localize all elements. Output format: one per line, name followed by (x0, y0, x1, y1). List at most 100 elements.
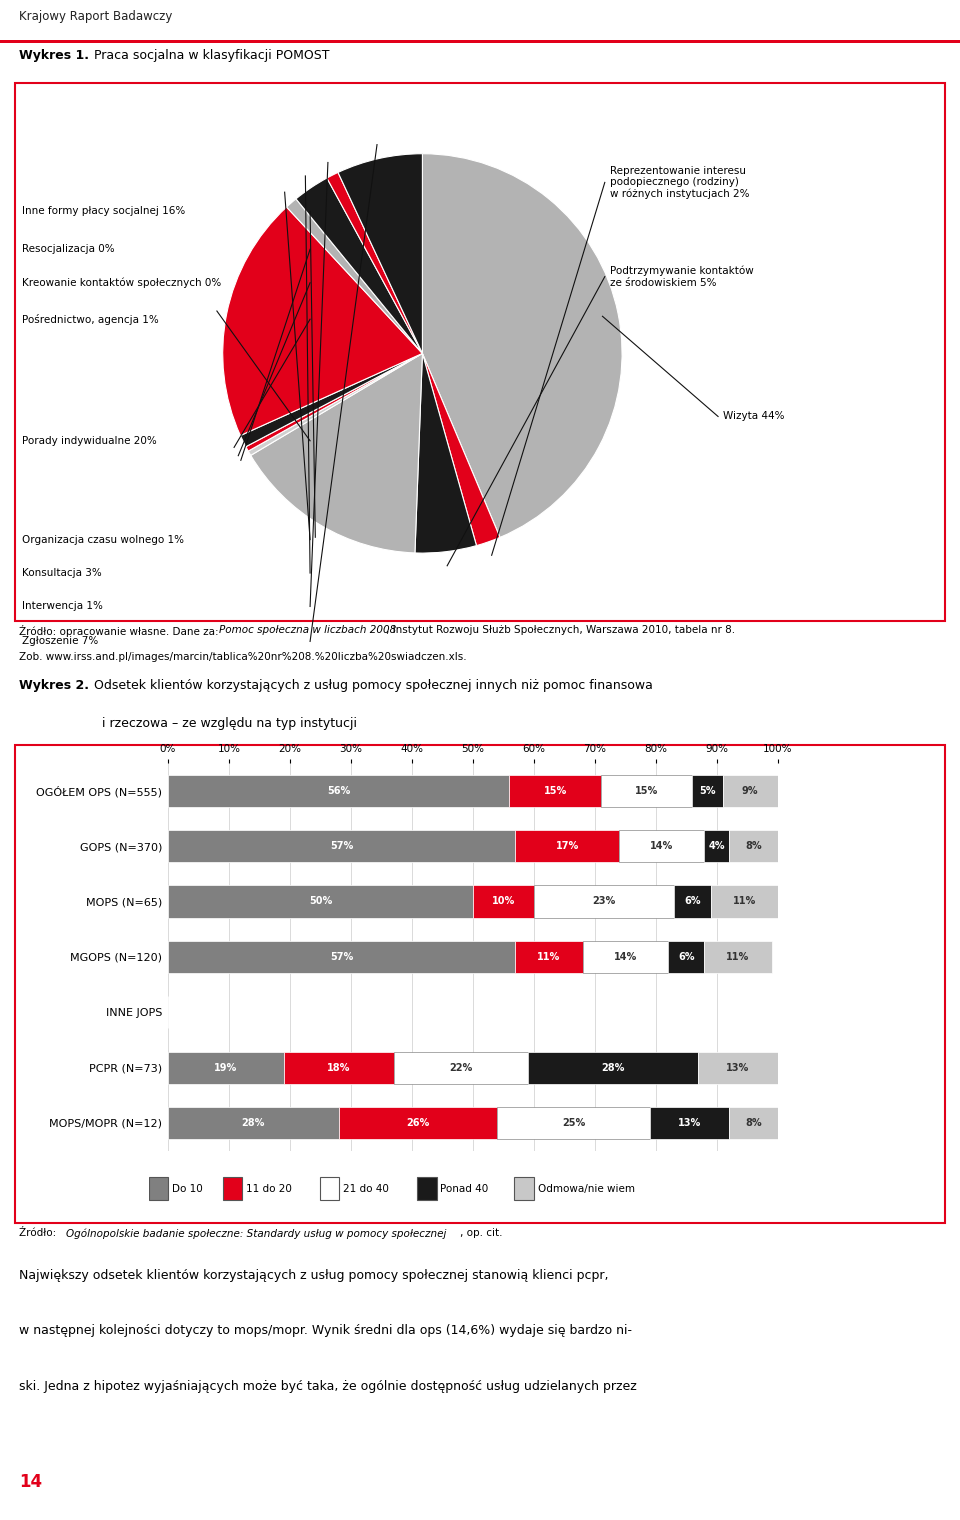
Text: Porady indywidualne 20%: Porady indywidualne 20% (22, 436, 156, 445)
Text: 15,5%: 15,5% (798, 950, 839, 964)
Bar (168, 830, 516, 862)
Text: i rzeczowa – ze względu na typ instytucji: i rzeczowa – ze względu na typ instytucj… (102, 717, 357, 730)
Text: 11%: 11% (727, 952, 750, 962)
Text: Ponad 40: Ponad 40 (441, 1184, 489, 1193)
Bar (394, 1052, 528, 1084)
Text: 18%: 18% (327, 1062, 350, 1073)
Text: 11%: 11% (538, 952, 561, 962)
Text: 11%: 11% (732, 897, 756, 906)
Text: Ogólnopolskie badanie społeczne: Standardy usług w pomocy społecznej: Ogólnopolskie badanie społeczne: Standar… (65, 1228, 446, 1239)
Bar (339, 1107, 497, 1138)
Text: 8%: 8% (745, 1117, 761, 1128)
Text: , Instytut Rozwoju Służb Społecznych, Warszawa 2010, tabela nr 8.: , Instytut Rozwoju Służb Społecznych, Wa… (386, 625, 735, 635)
Text: 19%: 19% (214, 1062, 237, 1073)
Text: Zgłoszenie 7%: Zgłoszenie 7% (22, 637, 98, 646)
Wedge shape (287, 199, 422, 354)
Text: Resocjalizacja 0%: Resocjalizacja 0% (22, 245, 114, 254)
Bar (705, 830, 729, 862)
Wedge shape (338, 154, 422, 354)
Text: 17%: 17% (556, 841, 579, 851)
Bar (223, 1176, 242, 1201)
Bar (515, 1176, 534, 1201)
Text: 13,7%.: 13,7%. (796, 839, 841, 853)
Wedge shape (422, 354, 500, 546)
Text: Podtrzymywanie kontaktów
ze środowiskiem 5%: Podtrzymywanie kontaktów ze środowiskiem… (610, 266, 754, 287)
Wedge shape (251, 354, 422, 553)
Text: ski. Jedna z hipotez wyjaśniających może być taka, że ogólnie dostępność usług u: ski. Jedna z hipotez wyjaśniających może… (19, 1380, 636, 1392)
Bar (417, 1176, 437, 1201)
Text: 14%: 14% (650, 841, 673, 851)
Text: 18,1%: 18,1% (798, 895, 839, 907)
Bar (729, 830, 778, 862)
Bar (650, 1107, 729, 1138)
Bar (168, 941, 516, 973)
Bar (510, 775, 601, 807)
Bar (583, 941, 668, 973)
Text: 25,8%: 25,8% (798, 1117, 839, 1129)
Text: 13%: 13% (678, 1117, 701, 1128)
Text: Organizacja czasu wolnego 1%: Organizacja czasu wolnego 1% (22, 535, 184, 544)
Text: 23%: 23% (592, 897, 615, 906)
Bar (674, 886, 710, 918)
Wedge shape (223, 207, 422, 436)
Bar (729, 1107, 778, 1138)
Text: 57%: 57% (330, 952, 353, 962)
Text: Praca socjalna w klasyfikacji POMOST: Praca socjalna w klasyfikacji POMOST (90, 49, 329, 62)
Text: , op. cit.: , op. cit. (461, 1228, 503, 1239)
Text: 8%: 8% (745, 841, 761, 851)
Text: 4%: 4% (708, 841, 725, 851)
Text: Do 10: Do 10 (172, 1184, 203, 1193)
Bar (149, 1176, 168, 1201)
Wedge shape (327, 172, 422, 354)
Text: Odmowa/nie wiem: Odmowa/nie wiem (538, 1184, 635, 1193)
Text: 22%: 22% (449, 1062, 472, 1073)
Bar (516, 830, 619, 862)
Bar (168, 1107, 339, 1138)
Bar (168, 1052, 284, 1084)
Text: Źródło: opracowanie własne. Dane za:: Źródło: opracowanie własne. Dane za: (19, 625, 222, 637)
Text: Wizyta 44%: Wizyta 44% (723, 412, 784, 421)
Bar (692, 775, 723, 807)
Bar (619, 830, 705, 862)
Bar (534, 886, 674, 918)
Text: 14: 14 (19, 1473, 42, 1491)
Bar (497, 1107, 650, 1138)
Wedge shape (240, 354, 422, 447)
Text: 57%: 57% (330, 841, 353, 851)
Wedge shape (246, 354, 422, 451)
Text: 5%: 5% (699, 786, 716, 796)
Text: 6%: 6% (678, 952, 694, 962)
Text: Pomoc społeczna w liczbach 2008: Pomoc społeczna w liczbach 2008 (219, 625, 396, 635)
Text: Krajowy Raport Badawczy: Krajowy Raport Badawczy (19, 11, 173, 23)
Text: 13%: 13% (727, 1062, 750, 1073)
Wedge shape (249, 354, 422, 456)
Text: 11 do 20: 11 do 20 (246, 1184, 292, 1193)
Wedge shape (422, 154, 622, 538)
Text: 25%: 25% (562, 1117, 585, 1128)
Bar (705, 941, 772, 973)
Text: 15%: 15% (635, 786, 659, 796)
Text: 6%: 6% (684, 897, 701, 906)
Bar (516, 941, 583, 973)
Text: 50%: 50% (309, 897, 332, 906)
Text: 14,6%: 14,6% (798, 784, 839, 796)
Text: 28%: 28% (601, 1062, 625, 1073)
Text: 56%: 56% (327, 786, 350, 796)
Text: 26%: 26% (406, 1117, 429, 1128)
Text: w następnej kolejności dotyczy to mops/mopr. Wynik średni dla ops (14,6%) wydaje: w następnej kolejności dotyczy to mops/m… (19, 1324, 633, 1338)
Wedge shape (296, 178, 422, 354)
Text: Reprezentowanie interesu
podopiecznego (rodziny)
w różnych instytucjach 2%: Reprezentowanie interesu podopiecznego (… (610, 166, 749, 199)
Text: 21 do 40: 21 do 40 (344, 1184, 389, 1193)
Text: Konsultacja 3%: Konsultacja 3% (22, 568, 102, 578)
Bar (320, 1176, 339, 1201)
Wedge shape (415, 354, 476, 553)
Bar (698, 1052, 778, 1084)
Text: 14%: 14% (613, 952, 636, 962)
Text: 10%: 10% (492, 897, 515, 906)
Bar (528, 1052, 698, 1084)
Text: Zob. www.irss.and.pl/images/marcin/tablica%20nr%208.%20liczba%20swiadczen.xls.: Zob. www.irss.and.pl/images/marcin/tabli… (19, 652, 467, 663)
Text: 28%: 28% (242, 1117, 265, 1128)
Text: 32,9%: 32,9% (798, 1061, 839, 1075)
Bar (723, 775, 778, 807)
Bar (668, 941, 705, 973)
